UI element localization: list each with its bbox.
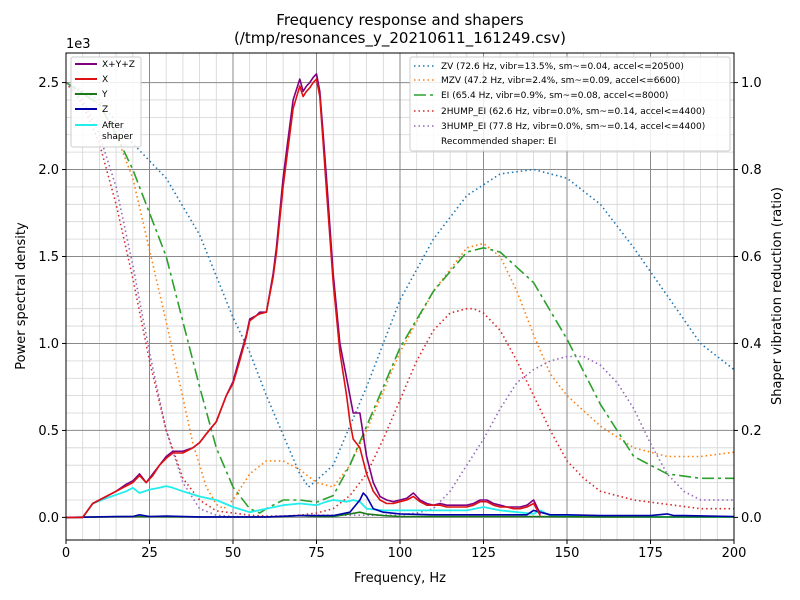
y-tick-label: 1.5 — [38, 250, 59, 265]
x-axis-label: Frequency, Hz — [354, 571, 446, 586]
axes: 0 25 50 75 100 125 150 175 200 0.0 0.5 1.0 1.5 2.0 2.5… — [38, 52, 762, 561]
x-tick-label: 50 — [225, 546, 242, 561]
legend-right: ZV (72.6 Hz, vibr=13.5%, sm~=0.04, accel… — [409, 56, 731, 152]
x-tick-label: 200 — [722, 546, 747, 561]
x-tick-label: 175 — [638, 546, 663, 561]
x-tick-label: 0 — [62, 546, 70, 561]
legend-label-z: Z — [102, 105, 108, 115]
y2-tick-label: 0.6 — [741, 250, 762, 265]
shaper-line-2hump-ei — [66, 82, 734, 517]
legend-label-after-shaper: After shaper — [102, 121, 133, 142]
x-tick-label: 125 — [471, 546, 496, 561]
legend-label-mzv: MZV (47.2 Hz, vibr=2.4%, sm~=0.09, accel… — [441, 76, 680, 86]
x-tick-label: 150 — [555, 546, 580, 561]
y-tick-label: 0.5 — [38, 424, 59, 439]
x-tick-label: 75 — [308, 546, 325, 561]
y-multiplier-label: 1e3 — [66, 37, 91, 52]
legend-left: X+Y+Z XYZ After shaper — [70, 56, 142, 148]
y2-tick-label: 0.8 — [741, 163, 762, 178]
shaper-line-ei — [66, 81, 734, 514]
psd-line-z — [66, 492, 734, 519]
y2-tick-label: 0.0 — [741, 511, 762, 526]
legend-label-x-y-z: X+Y+Z — [102, 60, 135, 70]
psd-line-x-y-z — [66, 73, 542, 519]
shaper-line-mzv — [66, 81, 734, 510]
psd-line-x — [66, 78, 541, 519]
y2-tick-label: 0.4 — [741, 337, 762, 352]
plot-area — [66, 73, 734, 519]
y2-tick-label: 0.2 — [741, 424, 762, 439]
chart-subtitle: (/tmp/resonances_y_20210611_161249.csv) — [234, 29, 566, 48]
shaper-line-zv — [66, 81, 734, 489]
legend-right-box — [409, 56, 731, 152]
legend-label-x: X — [102, 75, 108, 85]
y-tick-label: 0.0 — [38, 511, 59, 526]
y-tick-label: 1.0 — [38, 337, 59, 352]
plot-frame — [65, 52, 735, 541]
legend-label-2hump-ei: 2HUMP_EI (62.6 Hz, vibr=0.0%, sm~=0.14, … — [441, 107, 705, 117]
y-tick-label: 2.5 — [38, 76, 59, 91]
recommended-shaper-text: Recommended shaper: EI — [441, 137, 556, 147]
x-tick-label: 100 — [388, 546, 413, 561]
y-axis-label: Power spectral density — [14, 222, 29, 370]
psd-line-after-shaper — [66, 485, 734, 519]
legend-label-3hump-ei: 3HUMP_EI (77.8 Hz, vibr=0.0%, sm~=0.14, … — [441, 122, 705, 132]
chart-title: Frequency response and shapers — [276, 11, 524, 29]
legend-label-ei: EI (65.4 Hz, vibr=0.9%, sm~=0.08, accel<… — [441, 91, 668, 101]
x-tick-label: 25 — [141, 546, 158, 561]
y2-axis-label: Shaper vibration reduction (ratio) — [770, 187, 785, 405]
legend-label-zv: ZV (72.6 Hz, vibr=13.5%, sm~=0.04, accel… — [441, 62, 684, 72]
y2-tick-label: 1.0 — [741, 76, 762, 91]
legend-label-y: Y — [101, 90, 108, 100]
y-tick-label: 2.0 — [38, 163, 59, 178]
